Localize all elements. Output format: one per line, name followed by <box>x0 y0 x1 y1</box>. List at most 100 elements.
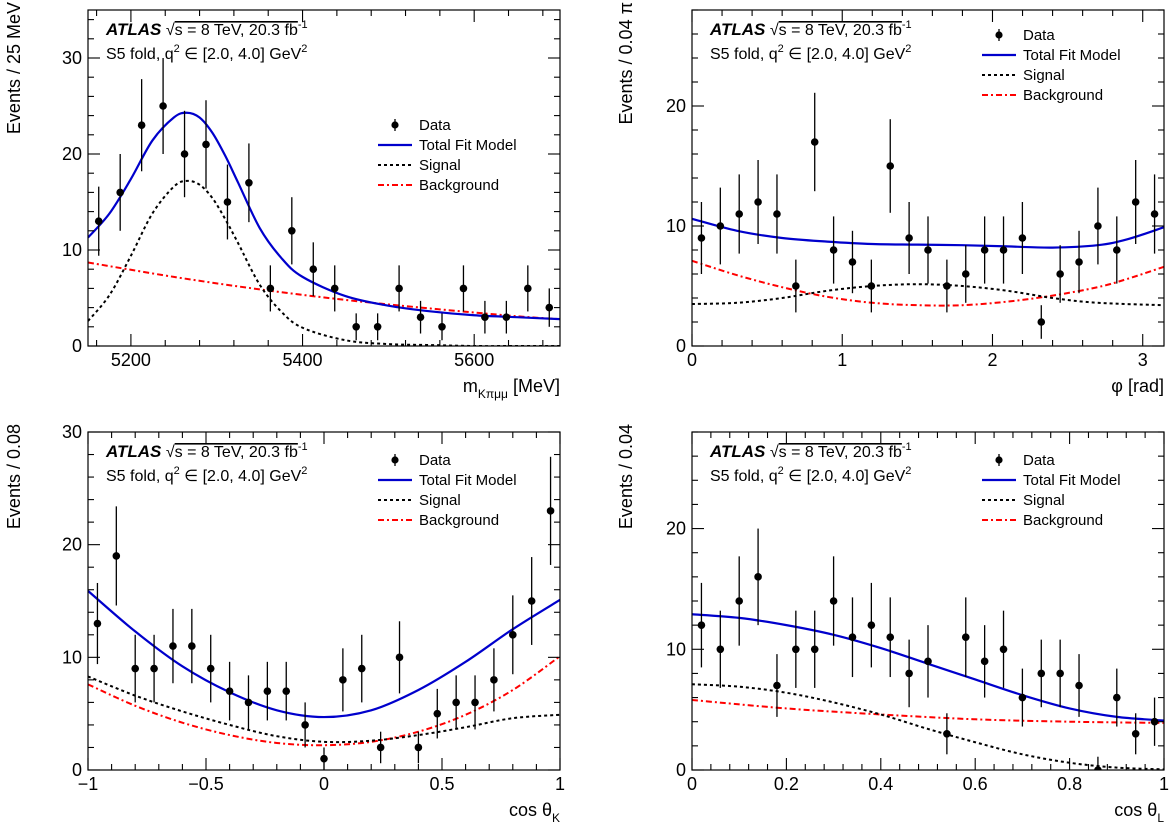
fit-curves <box>692 217 1164 307</box>
data-point <box>266 284 275 293</box>
data-point <box>159 102 167 110</box>
series-line-total-fit-model <box>88 590 560 719</box>
data-point <box>829 246 838 254</box>
text-span: √ <box>161 444 174 461</box>
data-points <box>93 456 555 770</box>
series-line-total-fit-model <box>88 111 560 321</box>
x-tick-label: 0 <box>687 350 697 370</box>
text-span: ATLAS <box>709 20 766 39</box>
text-span: S5 fold, q <box>106 468 174 485</box>
fit-curves <box>88 590 560 747</box>
legend-label: Total Fit Model <box>419 472 517 489</box>
data-points <box>94 58 554 341</box>
data-point <box>1150 210 1159 218</box>
data-point <box>452 698 460 707</box>
data-point <box>1131 729 1140 738</box>
data-point <box>202 140 210 149</box>
data-point <box>509 631 517 639</box>
text-span: 2 <box>174 465 180 477</box>
y-tick-label: 10 <box>62 647 82 667</box>
text-span: 2 <box>301 43 307 55</box>
y-tick-label: 30 <box>62 48 82 68</box>
legend-label: Total Fit Model <box>1023 472 1121 489</box>
data-point <box>735 210 744 218</box>
data-point <box>980 246 989 254</box>
y-axis-title: Events / 0.04 π <box>616 2 636 124</box>
legend-label: Total Fit Model <box>1023 47 1121 64</box>
legend: Data Total Fit Model Signal Background <box>982 27 1121 104</box>
data-point <box>414 743 423 752</box>
data-point <box>697 234 706 242</box>
data-point <box>735 597 743 605</box>
data-point <box>301 721 309 729</box>
fit-curves <box>88 111 560 346</box>
data-point <box>1131 198 1140 206</box>
text-span: s = 8 TeV, 20.3 fb <box>779 22 902 39</box>
data-point <box>1056 270 1064 278</box>
legend-label: Data <box>1023 27 1055 44</box>
text-span: s = 8 TeV, 20.3 fb <box>779 444 902 461</box>
legend-label: Background <box>419 512 499 529</box>
data-point <box>376 743 385 752</box>
data-point <box>905 669 913 678</box>
fold-label: S5 fold, q2 ∈ [2.0, 4.0] GeV2 <box>106 43 307 63</box>
text-span: -1 <box>298 441 308 453</box>
data-point <box>848 633 857 642</box>
data-point <box>116 188 124 197</box>
y-tick-label: 20 <box>62 144 82 164</box>
text-span: ∈ [2.0, 4.0] GeV <box>180 468 302 485</box>
data-point <box>546 507 555 515</box>
legend-label: Background <box>1023 512 1103 529</box>
data-point <box>1113 693 1121 702</box>
legend-label: Signal <box>419 157 461 174</box>
legend-label: Signal <box>1023 67 1065 84</box>
data-point <box>810 138 819 146</box>
legend-data-marker <box>995 456 1003 464</box>
fold-label: S5 fold, q2 ∈ [2.0, 4.0] GeV2 <box>710 43 911 63</box>
data-point <box>1056 669 1064 678</box>
text-span: -1 <box>298 19 308 31</box>
series-line-signal <box>88 675 560 744</box>
text-span: m <box>463 376 478 396</box>
data-point <box>527 597 536 605</box>
text-span: 2 <box>905 465 911 477</box>
data-point <box>1037 318 1046 326</box>
data-point <box>471 698 479 707</box>
data-point <box>373 323 382 331</box>
legend-data-marker <box>391 121 399 129</box>
x-axis-title: φ [rad] <box>1111 376 1164 396</box>
data-point <box>150 664 158 673</box>
atlas-label: ATLAS √s = 8 TeV, 20.3 fb-1 <box>709 19 912 39</box>
data-point <box>980 657 989 666</box>
y-tick-label: 10 <box>666 216 686 236</box>
x-tick-label: −1 <box>78 774 99 794</box>
text-span: √ <box>161 22 174 39</box>
x-tick-label: 0.4 <box>868 774 893 794</box>
data-point <box>1075 681 1083 690</box>
text-span: Kπμμ <box>478 387 508 401</box>
y-axis-title: Events / 0.04 <box>616 424 636 529</box>
plot-frame <box>87 9 561 347</box>
data-point <box>524 284 532 293</box>
data-point <box>93 619 102 628</box>
data-point <box>867 282 876 290</box>
atlas-label: ATLAS √s = 8 TeV, 20.3 fb-1 <box>105 19 308 39</box>
y-axis-title: Events / 0.08 <box>4 424 24 529</box>
text-span: S5 fold, q <box>710 46 778 63</box>
text-span: √ <box>765 22 778 39</box>
data-point <box>244 698 253 707</box>
text-span: ATLAS <box>105 442 162 461</box>
data-points <box>697 528 1159 770</box>
data-point <box>131 664 139 673</box>
chart-panel-2: 0 1 2 3 0 10 20 Events / 0.04 π φ [rad] ATLAS √s … <box>616 2 1165 396</box>
y-tick-label: 0 <box>676 760 686 780</box>
data-point <box>1094 222 1102 230</box>
text-span: ATLAS <box>709 442 766 461</box>
y-tick-label: 20 <box>62 535 82 555</box>
legend-data-marker <box>391 456 399 464</box>
x-tick-label: 2 <box>987 350 997 370</box>
x-tick-label: 1 <box>555 774 565 794</box>
data-point <box>481 313 489 322</box>
data-point <box>924 657 932 666</box>
